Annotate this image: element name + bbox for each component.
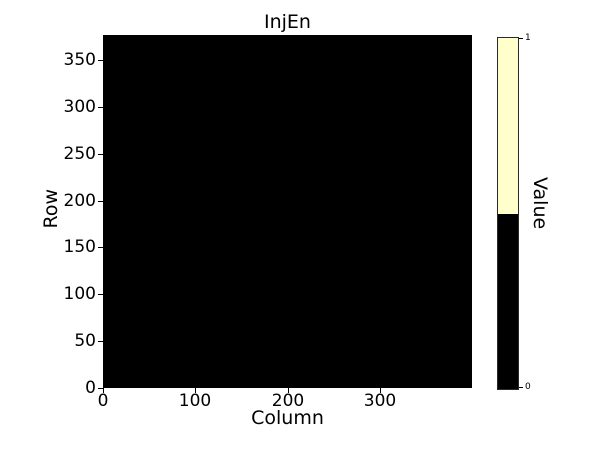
x-tick-label: 300 xyxy=(363,391,397,411)
colorbar-tick-mark xyxy=(519,387,523,388)
y-tick-label: 50 xyxy=(74,331,96,351)
colorbar-tick-label: 1 xyxy=(525,33,531,43)
y-tick-label: 300 xyxy=(63,97,96,117)
y-tick-mark xyxy=(98,247,103,248)
y-tick-mark xyxy=(98,60,103,61)
y-tick-label: 150 xyxy=(63,237,96,257)
y-axis-label: Row xyxy=(40,189,62,229)
y-tick-mark xyxy=(98,294,103,295)
y-tick-label: 350 xyxy=(63,50,96,70)
y-tick-mark xyxy=(98,201,103,202)
x-tick-mark xyxy=(288,388,289,393)
chart-title: InjEn xyxy=(264,11,311,33)
y-tick-mark xyxy=(98,154,103,155)
heatmap-plot-area xyxy=(103,35,472,388)
colorbar-tick-label: 0 xyxy=(525,382,531,392)
x-tick-label: 100 xyxy=(178,391,212,411)
colorbar-high-segment xyxy=(498,38,518,214)
colorbar-tick-mark xyxy=(519,38,523,39)
y-tick-label: 200 xyxy=(63,191,96,211)
y-tick-label: 0 xyxy=(85,378,96,398)
x-tick-mark xyxy=(380,388,381,393)
colorbar xyxy=(497,37,519,390)
colorbar-low-segment xyxy=(498,213,518,389)
x-tick-label: 0 xyxy=(97,391,109,411)
y-tick-mark xyxy=(98,341,103,342)
x-axis-label: Column xyxy=(251,407,324,429)
y-tick-label: 250 xyxy=(63,144,96,164)
colorbar-label: Value xyxy=(529,177,551,230)
y-tick-mark xyxy=(98,107,103,108)
y-tick-mark xyxy=(98,388,103,389)
x-tick-label: 200 xyxy=(271,391,305,411)
y-tick-label: 100 xyxy=(63,284,96,304)
x-tick-mark xyxy=(103,388,104,393)
x-tick-mark xyxy=(195,388,196,393)
